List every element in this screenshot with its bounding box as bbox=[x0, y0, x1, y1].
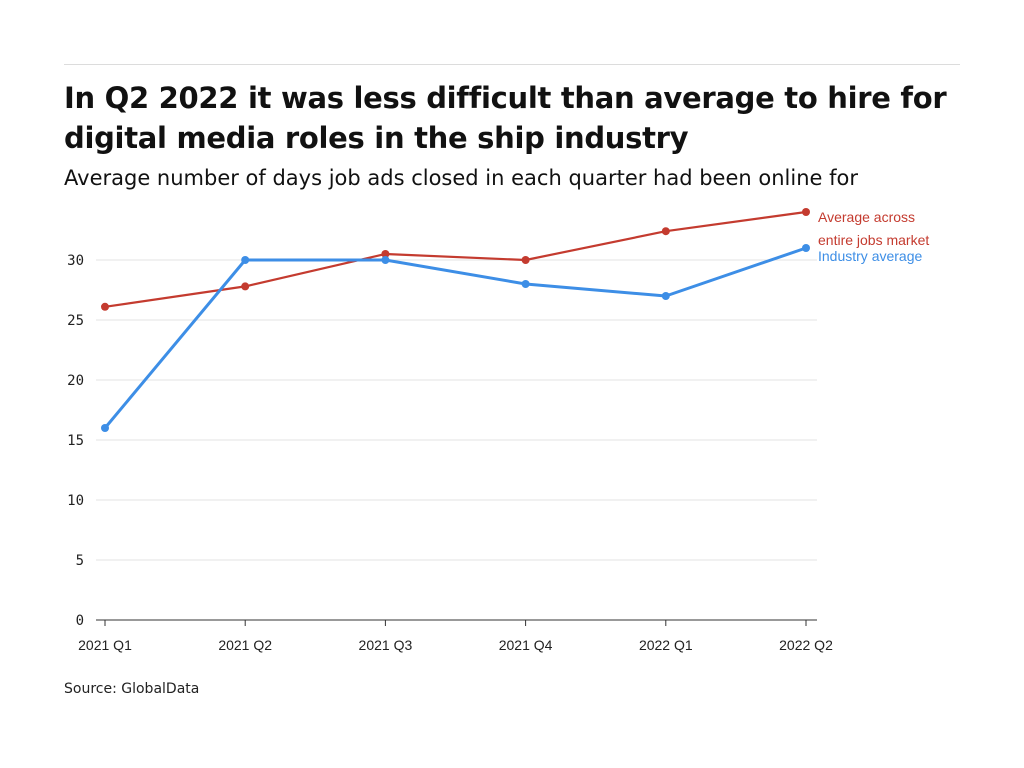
series-label-market-average: Average across entire jobs market bbox=[818, 209, 929, 248]
series-labels: Average across entire jobs marketIndustry… bbox=[818, 209, 929, 264]
axes: 0 5 10 15 20 25 30 2021 Q1 2021 Q2 2021 Q3 2021 Q4… bbox=[67, 253, 833, 653]
data-point-market-average bbox=[101, 302, 109, 311]
series-label-line: Average across bbox=[818, 209, 915, 225]
x-tick-label: 2022 Q1 bbox=[639, 637, 693, 653]
y-tick-label: 20 bbox=[67, 373, 84, 389]
data-point-industry-average bbox=[802, 244, 810, 252]
top-divider bbox=[64, 64, 960, 65]
series-line-industry-average bbox=[103, 246, 807, 429]
data-point-market-average bbox=[241, 282, 250, 291]
series-label-line: entire jobs market bbox=[818, 232, 929, 248]
y-tick-label: 5 bbox=[76, 553, 84, 569]
series-line-market-average bbox=[104, 210, 807, 308]
x-tick-label: 2021 Q1 bbox=[78, 637, 132, 653]
chart-title: In Q2 2022 it was less difficult than av… bbox=[64, 81, 947, 155]
gridlines bbox=[96, 259, 817, 561]
series-label-industry-average: Industry average bbox=[818, 248, 922, 264]
data-point-industry-average bbox=[661, 292, 670, 300]
x-tick-label: 2021 Q3 bbox=[359, 637, 413, 653]
y-tick-label: 15 bbox=[67, 433, 84, 449]
source-note: Source: GlobalData bbox=[64, 681, 200, 697]
y-tick-label: 10 bbox=[67, 493, 84, 509]
x-tick-label: 2021 Q4 bbox=[499, 637, 553, 653]
data-point-industry-average bbox=[101, 424, 109, 432]
data-point-industry-average bbox=[381, 256, 390, 264]
data-point-market-average bbox=[661, 227, 670, 236]
x-tick-label: 2022 Q2 bbox=[779, 637, 833, 653]
y-tick-label: 0 bbox=[76, 613, 84, 629]
data-point-industry-average bbox=[521, 280, 530, 288]
data-point-market-average bbox=[802, 208, 810, 216]
series-lines bbox=[101, 208, 810, 432]
chart-subtitle: Average number of days job ads closed in… bbox=[64, 166, 858, 190]
data-point-market-average bbox=[521, 256, 530, 264]
x-tick-label: 2021 Q2 bbox=[218, 637, 272, 653]
data-point-industry-average bbox=[241, 256, 250, 264]
y-tick-label: 30 bbox=[67, 253, 84, 269]
y-tick-label: 25 bbox=[67, 313, 84, 329]
series-label-line: Industry average bbox=[818, 248, 922, 264]
data-point-market-average bbox=[381, 250, 390, 258]
